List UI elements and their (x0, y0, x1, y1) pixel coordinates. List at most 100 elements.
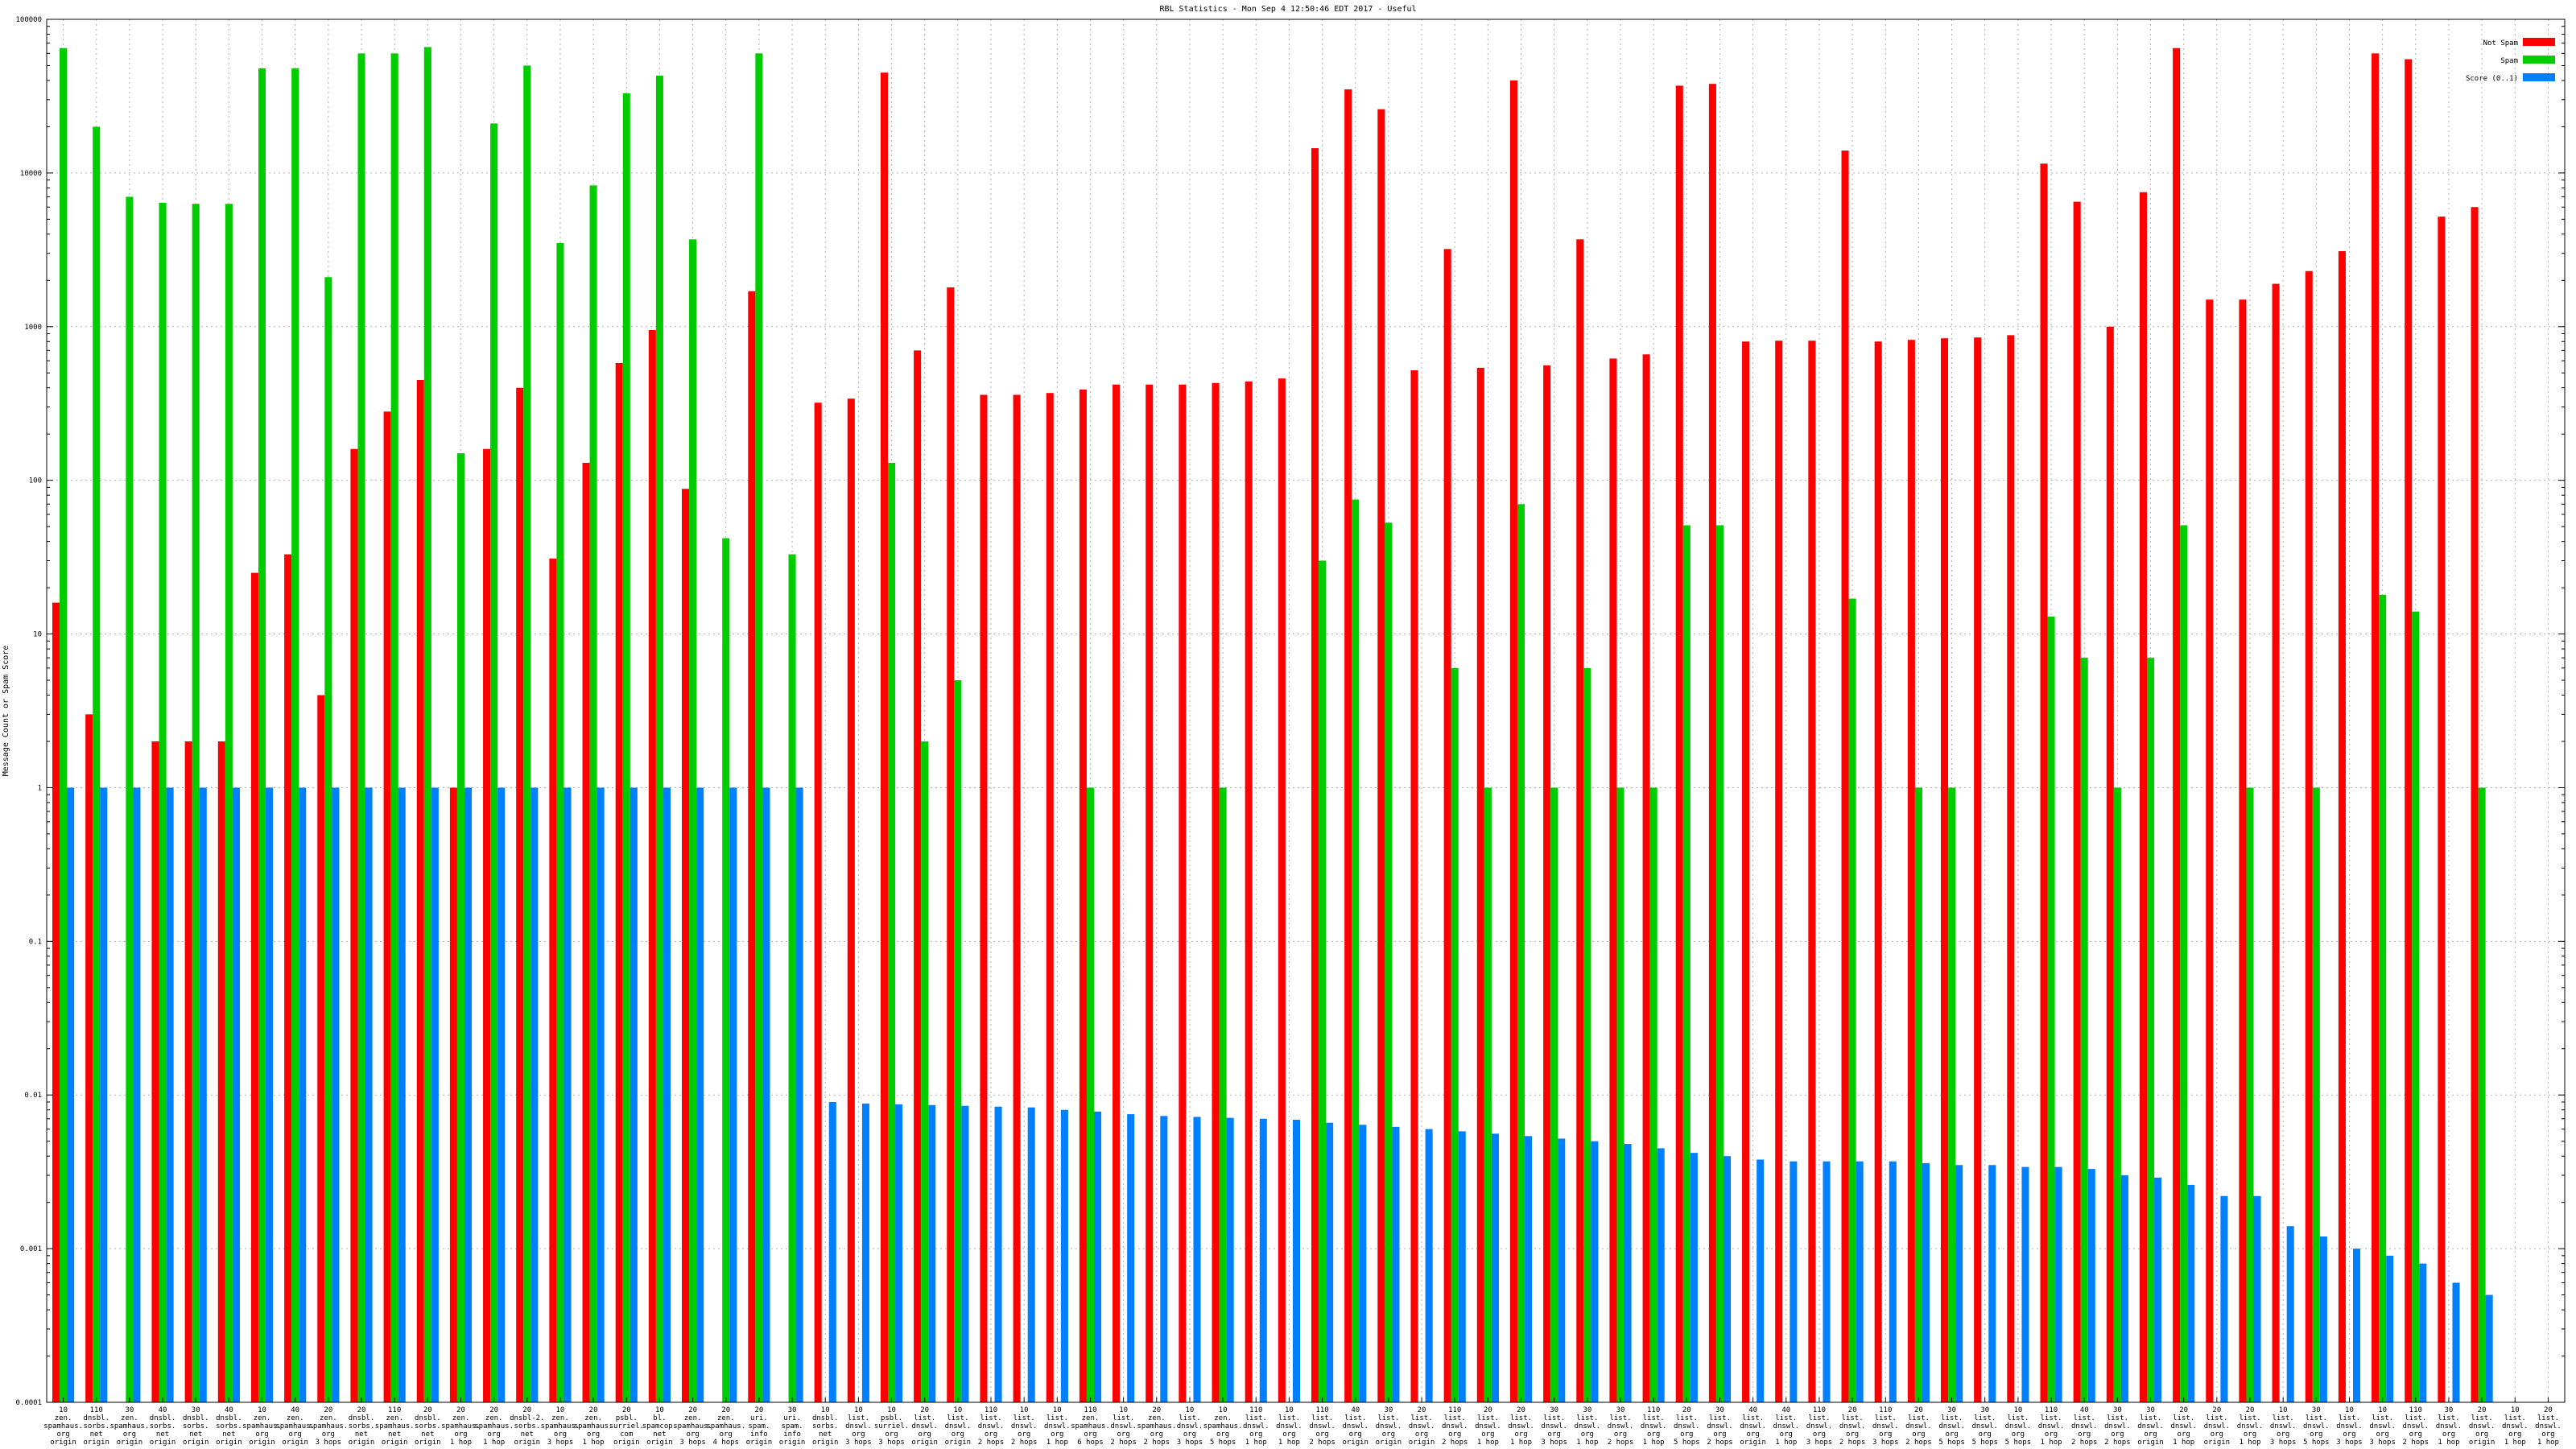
x-tick-label-line: origin (415, 1439, 441, 1447)
x-tick-label: 30 uri. spam. info origin (779, 1406, 806, 1447)
x-tick-label-line: 10 (887, 1406, 896, 1414)
x-tick-label-line: uri. (750, 1414, 768, 1422)
x-tick-label-line: 110 (1647, 1406, 1660, 1414)
spam-bar (1352, 499, 1360, 1402)
x-tick-label-line: org (919, 1430, 931, 1439)
x-tick-label-line: org (1945, 1430, 1958, 1439)
x-tick-label-line: org (985, 1430, 997, 1439)
x-tick-label-line: list. (2007, 1414, 2029, 1422)
not-spam-bar (1113, 384, 1121, 1402)
spam-bar (1086, 787, 1095, 1402)
not-spam-bar (2206, 299, 2214, 1402)
x-tick-label: 20 dnsbl-2. sorbs. net origin (510, 1406, 544, 1447)
x-tick-label: 20 list. dnswl. org 1 hop (2237, 1406, 2264, 1447)
not-spam-bar (1443, 249, 1451, 1403)
x-tick-label-line: origin (117, 1439, 143, 1447)
x-tick-label-line: 10 (1219, 1406, 1228, 1414)
x-tick-label-line: org (1746, 1430, 1759, 1439)
spam-bar (1517, 504, 1525, 1402)
x-tick-label-line: list. (1609, 1414, 1631, 1422)
score-bar (2054, 1166, 2062, 1402)
x-tick-label-line: dnswl. (1575, 1422, 1601, 1430)
x-tick-label-line: 10 (556, 1406, 565, 1414)
x-tick-label-line: 20 (357, 1406, 366, 1414)
x-tick-label-line: dnswl. (2071, 1422, 2098, 1430)
spam-bar (1583, 667, 1591, 1402)
x-tick-label-line: org (1780, 1430, 1793, 1439)
x-tick-label-line: 10 (2013, 1406, 2022, 1414)
x-tick-label-line: dnswl. (2336, 1422, 2363, 1430)
x-tick-label: 10 list. dnswl. org origin (945, 1406, 972, 1447)
x-tick-label-line: list. (1510, 1414, 1532, 1422)
spam-bar (1451, 667, 1459, 1402)
not-spam-bar (549, 558, 557, 1403)
x-tick-label-line: 20 (522, 1406, 531, 1414)
spam-bar (2246, 787, 2254, 1402)
x-tick-label-line: dnsbl-2. (510, 1414, 544, 1422)
not-spam-bar (582, 462, 590, 1402)
x-tick-label-line: list. (1974, 1414, 1996, 1422)
x-tick-label-line: sorbs. (349, 1422, 375, 1430)
spam-bar (655, 75, 663, 1402)
not-spam-bar (1311, 148, 1319, 1402)
x-tick-label-line: org (1514, 1430, 1527, 1439)
x-tick-label-line: 10 (1186, 1406, 1195, 1414)
score-bar (1226, 1117, 1234, 1402)
x-tick-label-line: zen. (684, 1414, 702, 1422)
not-spam-bar (1410, 369, 1418, 1402)
x-tick-label-line: org (1349, 1430, 1362, 1439)
x-tick-label-line: spamhaus. (242, 1422, 282, 1430)
score-bar (828, 1101, 836, 1402)
x-tick-label-line: 20 (1848, 1406, 1857, 1414)
x-tick-label-line: list. (1709, 1414, 1731, 1422)
score-bar (1988, 1165, 1996, 1402)
score-bar (1525, 1136, 1533, 1402)
x-tick-label-line: 3 hops (1872, 1439, 1899, 1447)
x-tick-label-line: 5 hops (1674, 1439, 1700, 1447)
score-bar (299, 787, 307, 1402)
score-bar (497, 787, 506, 1402)
x-tick-label-line: list. (2206, 1414, 2227, 1422)
score-bar (2220, 1195, 2228, 1402)
x-tick-label-line: sorbs. (183, 1422, 209, 1430)
x-tick-label: 20 list. dnswl. org origin (2469, 1406, 2496, 1447)
x-tick-label-line: 40 (1351, 1406, 1360, 1414)
x-tick-label-line: org (2343, 1430, 2355, 1439)
x-tick-label-line: dnswl. (1707, 1422, 1733, 1430)
x-tick-label: 110 zen. spamhaus. org 6 hops (1071, 1406, 1110, 1447)
x-tick-label: 20 zen. spamhaus. org 3 hops (673, 1406, 712, 1447)
score-bar (1922, 1162, 1930, 1402)
x-tick-label-line: dnsbl. (349, 1414, 375, 1422)
x-tick-label-line: origin (50, 1439, 76, 1447)
spam-bar (1550, 787, 1558, 1402)
score-bar (1292, 1119, 1301, 1402)
y-axis-label: Message Count or Spam Score (2, 646, 10, 777)
score-bar (530, 787, 539, 1402)
x-tick-label-line: dnswl. (945, 1422, 972, 1430)
spam-bar (93, 126, 101, 1402)
not-spam-bar (52, 602, 60, 1402)
x-tick-label-line: spamhaus. (308, 1422, 348, 1430)
score-bar (1757, 1159, 1765, 1402)
score-bar (1856, 1161, 1864, 1402)
x-tick-label-line: org (1448, 1430, 1461, 1439)
score-bar (2419, 1263, 2427, 1402)
x-tick-label-line: spamhaus. (275, 1422, 315, 1430)
x-tick-label-line: 20 (2478, 1406, 2487, 1414)
x-tick-label-line: dnswl. (1608, 1422, 1634, 1430)
not-spam-bar (1476, 367, 1484, 1402)
x-tick-label-line: sorbs. (514, 1422, 541, 1430)
x-tick-label-line: 40 (291, 1406, 299, 1414)
x-tick-label-line: net (156, 1430, 169, 1439)
spam-bar (921, 741, 929, 1402)
x-tick-label-line: 40 (159, 1406, 167, 1414)
x-tick-label-line: sorbs. (415, 1422, 441, 1430)
score-bar (431, 787, 439, 1402)
x-tick-label-line: org (454, 1430, 467, 1439)
x-tick-label-line: 3 hops (2369, 1439, 2396, 1447)
x-tick-label-line: origin (2204, 1439, 2231, 1447)
x-tick-label-line: 2 hops (1707, 1439, 1733, 1447)
score-bar (232, 787, 240, 1402)
x-tick-label-line: org (2442, 1430, 2455, 1439)
x-tick-label-line: com (620, 1430, 633, 1439)
